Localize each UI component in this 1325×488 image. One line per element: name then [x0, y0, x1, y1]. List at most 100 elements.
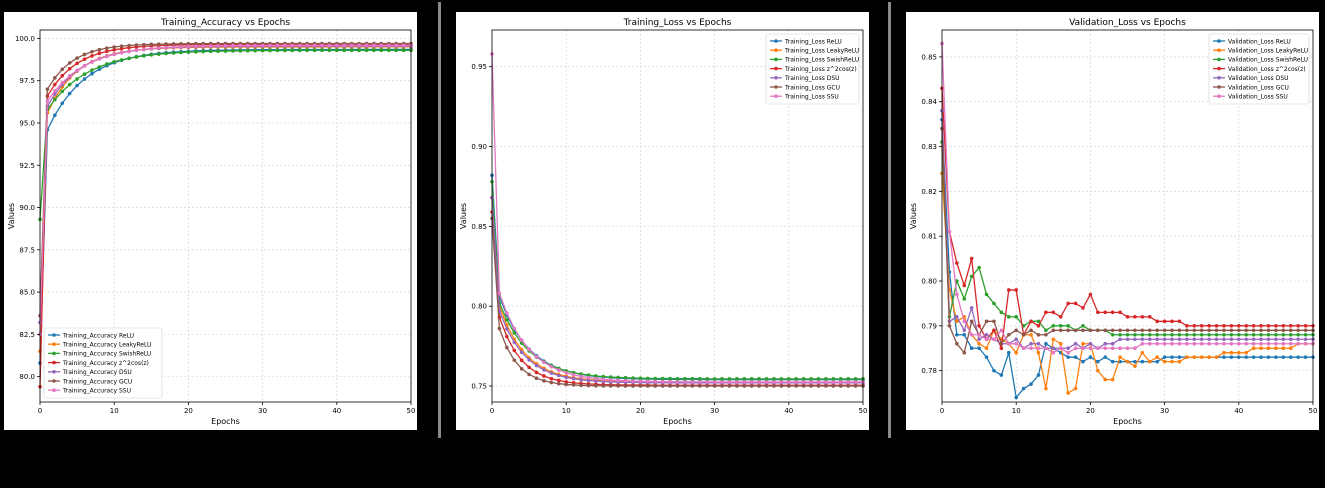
- data-point-GCU: [171, 42, 176, 46]
- data-point-SSU: [1177, 341, 1182, 346]
- data-point-GCU: [1125, 328, 1130, 333]
- x-tick-label: 20: [636, 407, 645, 415]
- data-point-SSU: [1125, 346, 1130, 351]
- data-point-GCU: [586, 383, 591, 388]
- data-point-SSU: [1051, 350, 1056, 355]
- data-point-SSU: [564, 370, 568, 375]
- data-point-GCU: [1147, 328, 1152, 333]
- x-tick-label: 40: [784, 407, 793, 415]
- data-point-SSU: [305, 43, 309, 48]
- data-point-SSU: [999, 328, 1004, 333]
- data-point-GCU: [947, 324, 952, 328]
- data-point-z^2cos(z): [1192, 324, 1197, 328]
- data-point-SwishReLU: [712, 377, 717, 381]
- data-point-ReLU: [1296, 355, 1300, 359]
- data-point-LeakyReLU: [1096, 368, 1100, 373]
- y-tick-label: 95.0: [19, 120, 35, 128]
- data-point-GCU: [1296, 328, 1300, 333]
- x-tick-label: 10: [562, 407, 571, 415]
- data-point-DSU: [564, 375, 568, 380]
- data-point-z^2cos(z): [1177, 319, 1182, 324]
- data-point-z^2cos(z): [564, 380, 568, 384]
- data-point-GCU: [60, 67, 65, 72]
- data-point-LeakyReLU: [1185, 355, 1189, 359]
- data-point-SwishReLU: [1237, 332, 1241, 337]
- data-point-SwishReLU: [772, 377, 776, 381]
- data-point-GCU: [660, 384, 665, 388]
- data-point-LeakyReLU: [1081, 341, 1085, 346]
- data-point-SwishReLU: [253, 48, 257, 53]
- data-point-SSU: [764, 380, 769, 384]
- data-point-GCU: [127, 43, 131, 48]
- data-point-SSU: [1147, 341, 1152, 346]
- data-point-GCU: [675, 384, 680, 388]
- data-point-DSU: [1088, 341, 1093, 346]
- data-point-SSU: [1266, 341, 1271, 346]
- data-point-SwishReLU: [379, 48, 384, 53]
- data-point-ReLU: [1133, 359, 1137, 364]
- training-loss-chart: Training_Loss vs Epochs 0 10 20 30 40 50 0.75 0.…: [459, 18, 868, 426]
- data-point-z^2cos(z): [1229, 324, 1234, 328]
- data-point-SSU: [1058, 346, 1063, 351]
- data-point-GCU: [75, 56, 79, 60]
- data-point-z^2cos(z): [1274, 324, 1278, 328]
- data-point-DSU: [1281, 337, 1286, 342]
- data-point-ReLU: [1021, 386, 1026, 391]
- data-point-SwishReLU: [616, 375, 620, 380]
- data-point-LeakyReLU: [1170, 359, 1174, 364]
- data-point-z^2cos(z): [1044, 310, 1048, 315]
- data-point-SSU: [1133, 346, 1137, 351]
- data-point-SwishReLU: [1259, 332, 1263, 337]
- data-point-z^2cos(z): [1185, 324, 1189, 328]
- data-point-SwishReLU: [1288, 332, 1293, 337]
- x-tick-label: 20: [1086, 407, 1095, 415]
- data-point-SwishReLU: [992, 301, 996, 306]
- data-point-z^2cos(z): [977, 324, 981, 328]
- data-point-SSU: [1244, 341, 1249, 346]
- data-point-z^2cos(z): [1222, 324, 1226, 328]
- legend-marker-SSU: [1217, 94, 1221, 98]
- chart-title: Training_Accuracy vs Epochs: [160, 18, 290, 28]
- data-point-SwishReLU: [816, 377, 821, 381]
- data-point-SwishReLU: [838, 377, 843, 381]
- series-line-SwishReLU: [941, 142, 1313, 336]
- series-line-GCU: [39, 42, 411, 316]
- data-point-SSU: [401, 43, 406, 48]
- data-point-GCU: [999, 341, 1004, 346]
- data-point-SSU: [519, 338, 524, 343]
- data-point-GCU: [1237, 328, 1241, 333]
- data-point-z^2cos(z): [534, 370, 539, 375]
- data-point-z^2cos(z): [1006, 288, 1011, 292]
- data-point-LeakyReLU: [955, 319, 959, 324]
- data-point-SwishReLU: [305, 48, 309, 53]
- data-point-DSU: [962, 328, 967, 333]
- data-point-SSU: [586, 375, 591, 380]
- data-point-GCU: [594, 383, 598, 388]
- data-point-z^2cos(z): [119, 46, 124, 51]
- data-point-SSU: [638, 379, 643, 384]
- data-point-SSU: [1140, 341, 1145, 346]
- x-tick-label: 0: [38, 407, 42, 415]
- data-point-GCU: [1014, 328, 1018, 333]
- x-tick-label: 50: [859, 407, 868, 415]
- data-point-ReLU: [1006, 350, 1011, 355]
- legend-label: Training_Accuracy DSU: [62, 369, 132, 376]
- y-tick-label: 0.79: [921, 322, 937, 330]
- data-point-SwishReLU: [82, 72, 87, 76]
- data-point-ReLU: [962, 332, 967, 337]
- data-point-SwishReLU: [75, 77, 79, 81]
- data-point-ReLU: [1081, 359, 1085, 364]
- data-point-SwishReLU: [127, 56, 131, 61]
- data-point-GCU: [1036, 332, 1041, 337]
- data-point-SwishReLU: [824, 377, 828, 381]
- data-point-SwishReLU: [134, 55, 139, 59]
- data-point-SSU: [947, 229, 952, 234]
- data-point-SSU: [824, 380, 828, 384]
- data-point-SSU: [1229, 341, 1234, 346]
- data-point-SSU: [505, 311, 509, 315]
- data-point-SSU: [512, 326, 517, 331]
- data-point-DSU: [1237, 337, 1241, 342]
- data-point-SSU: [809, 380, 813, 384]
- data-point-SwishReLU: [238, 49, 243, 53]
- data-point-GCU: [505, 345, 509, 350]
